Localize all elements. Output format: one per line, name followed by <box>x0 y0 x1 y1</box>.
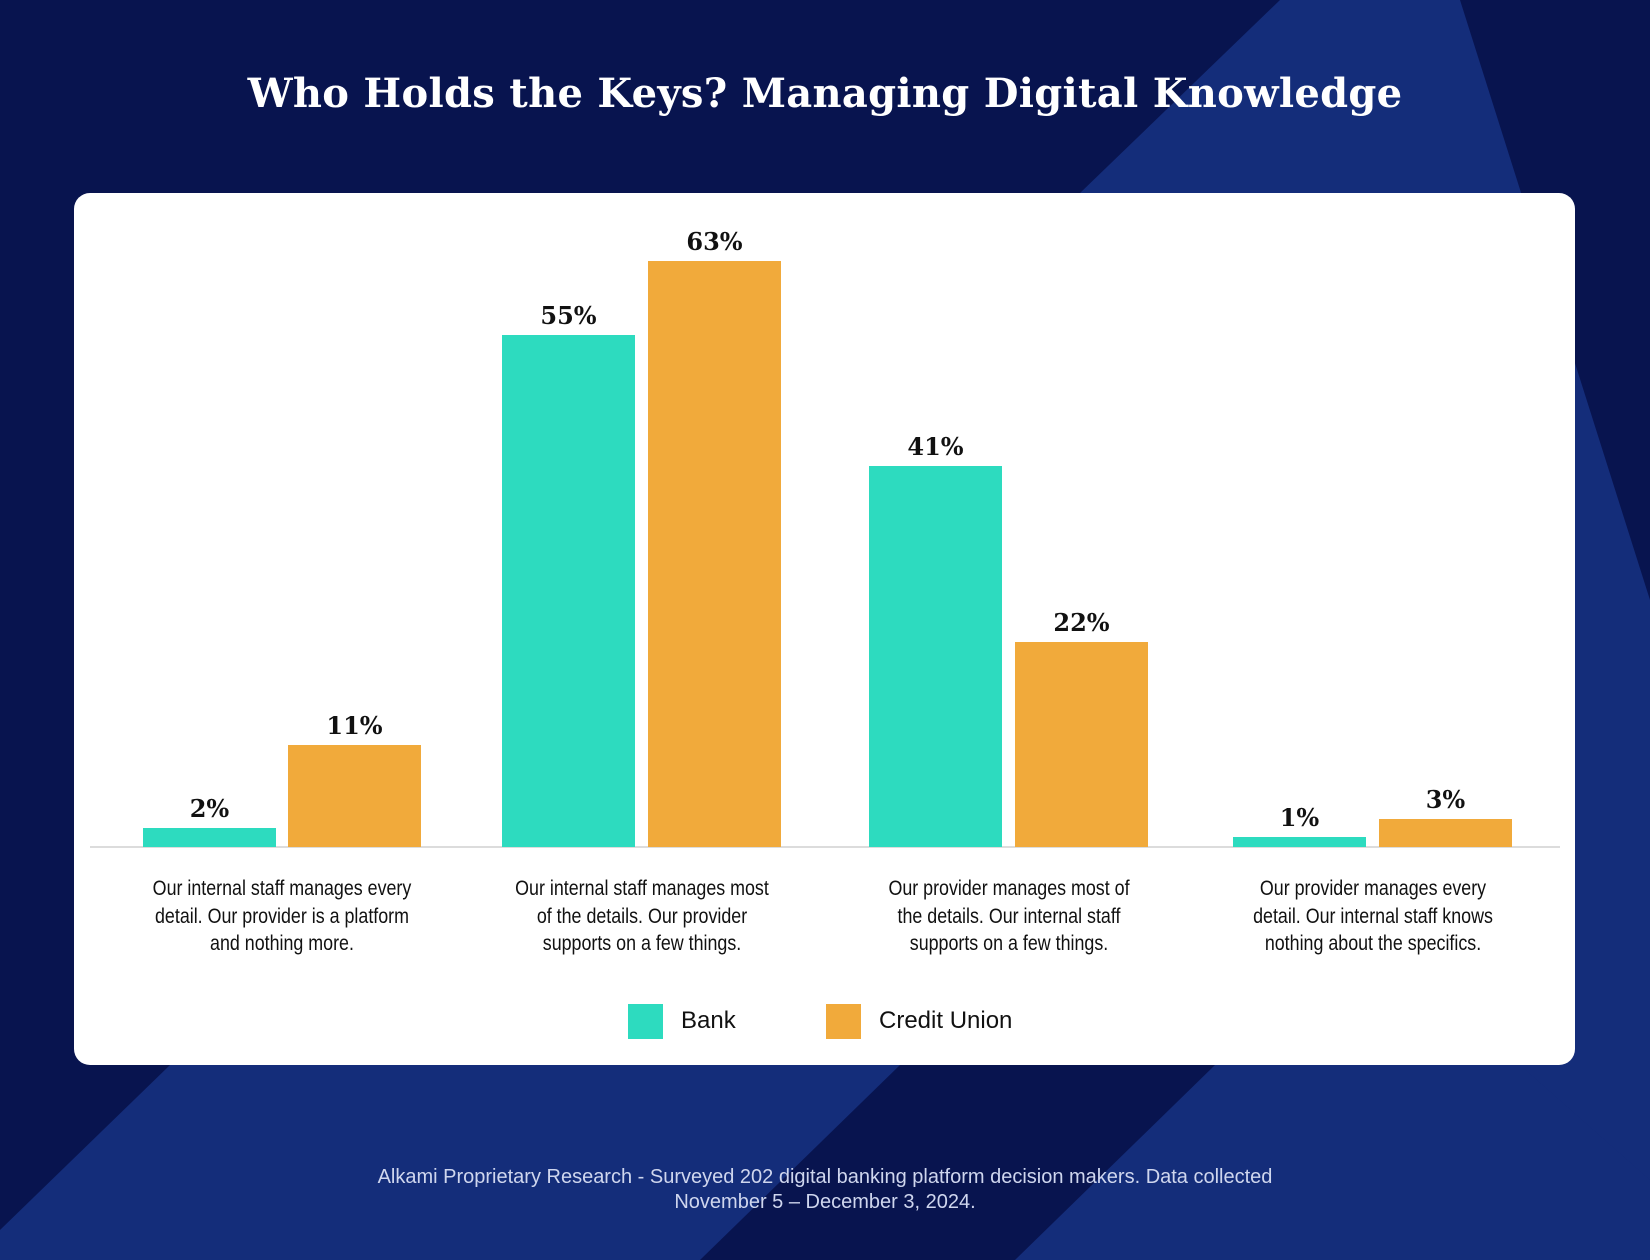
legend-label-bank: Bank <box>681 1007 736 1034</box>
bar-value-label: 11% <box>326 710 383 740</box>
bar-value-label: 22% <box>1053 608 1110 638</box>
footer-note: Alkami Proprietary Research - Surveyed 2… <box>0 1165 1650 1215</box>
chart-title: Who Holds the Keys? Managing Digital Kno… <box>247 70 1403 117</box>
bar-credit-union <box>648 261 781 847</box>
bar-value-label: 1% <box>1279 803 1320 832</box>
legend: Bank Credit Union <box>0 1004 1650 1040</box>
bar-value-label: 3% <box>1425 785 1466 815</box>
chart-card <box>74 193 1575 1065</box>
bar-value-label: 41% <box>907 431 964 461</box>
bar-credit-union <box>1015 642 1148 847</box>
category-label: Our internal staff manages most of the de… <box>514 877 769 955</box>
legend-swatch-credit-union <box>826 1004 861 1039</box>
legend-label-credit-union: Credit Union <box>879 1007 1013 1034</box>
category-label: Our provider manages every detail. Our in… <box>1252 877 1493 955</box>
bar-bank <box>143 828 276 847</box>
legend-swatch-bank <box>628 1004 663 1039</box>
category-label: Our provider manages most of the details.… <box>887 877 1130 955</box>
bar-value-label: 63% <box>686 227 743 256</box>
category-label: Our internal staff manages every detail. … <box>152 877 412 955</box>
bar-value-label: 55% <box>540 301 597 331</box>
bar-credit-union <box>288 744 421 847</box>
bar-bank <box>1233 837 1366 847</box>
bar-bank <box>502 335 635 847</box>
x-axis-baseline <box>90 846 1560 848</box>
footer-line-2: November 5 – December 3, 2024. <box>674 1191 976 1213</box>
bar-value-label: 2% <box>189 794 230 824</box>
bar-credit-union <box>1379 819 1512 847</box>
bar-bank <box>869 465 1002 847</box>
footer-line-1: Alkami Proprietary Research - Surveyed 2… <box>377 1166 1273 1188</box>
